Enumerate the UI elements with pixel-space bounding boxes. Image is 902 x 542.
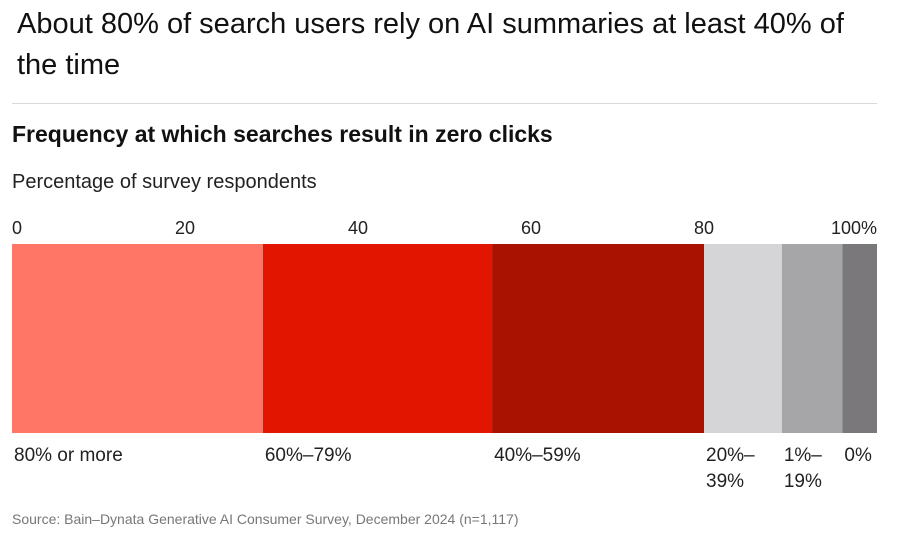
tick-label: 100% [831, 218, 877, 238]
bar-segment [492, 244, 704, 433]
chart-title: Frequency at which searches result in ze… [12, 121, 553, 147]
segment-label: 1%– 19% [784, 445, 822, 492]
segment-label: 60%–79% [265, 445, 352, 466]
bar-segment [842, 244, 877, 433]
bar-segment [704, 244, 782, 433]
segment-label: 0% [844, 445, 872, 466]
segment-label: 20%– 39% [706, 445, 755, 492]
chart-subtitle: Percentage of survey respondents [12, 171, 317, 193]
stacked-bar-chart: 0 20 40 60 80 100% 80% or more 60%–79% 40%–59% 20… [12, 218, 877, 492]
tick-label: 80 [694, 218, 714, 238]
tick-label: 60 [521, 218, 541, 238]
bar-segment [262, 244, 493, 433]
segment-label: 40%–59% [494, 445, 581, 466]
tick-label: 20 [175, 218, 195, 238]
divider [12, 103, 877, 104]
bar-segment [12, 244, 263, 433]
segment-label: 80% or more [14, 445, 123, 466]
bar-segment [781, 244, 843, 433]
headline: About 80% of search users rely on AI sum… [17, 8, 844, 81]
tick-label: 40 [348, 218, 368, 238]
source-note: Source: Bain–Dynata Generative AI Consum… [12, 511, 519, 527]
tick-label: 0 [12, 218, 22, 238]
